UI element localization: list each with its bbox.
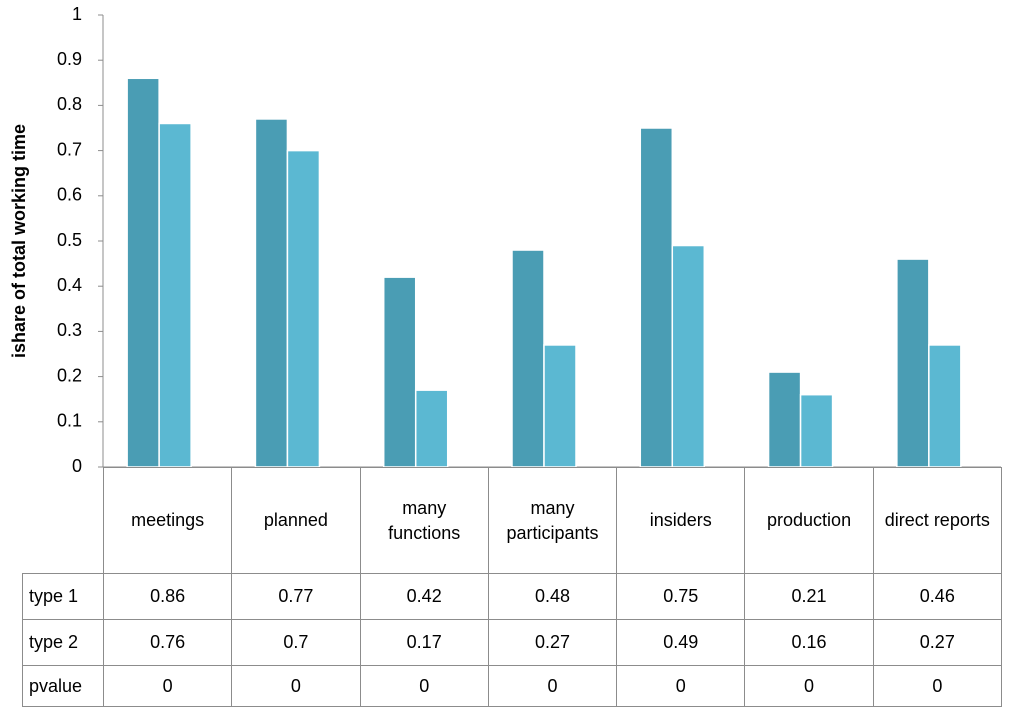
y-tick-label: 0.5 bbox=[57, 230, 82, 250]
row-label: type 1 bbox=[22, 573, 104, 620]
table-value: 0 bbox=[744, 665, 874, 707]
category-label: insiders bbox=[616, 467, 746, 574]
table-value: 0.21 bbox=[744, 573, 874, 620]
table-value: 0.75 bbox=[616, 573, 746, 620]
bar bbox=[928, 344, 962, 468]
bar bbox=[286, 149, 321, 468]
table-value: 0 bbox=[487, 665, 618, 707]
category-label: many participants bbox=[487, 467, 618, 574]
y-tick-label: 0.9 bbox=[57, 49, 82, 69]
y-tick-label: 0.2 bbox=[57, 365, 82, 385]
table-value: 0 bbox=[872, 665, 1002, 707]
bar bbox=[896, 258, 930, 468]
y-axis-title: ishare of total working time bbox=[9, 124, 29, 358]
category-label: many functions bbox=[359, 467, 489, 574]
table-value: 0.49 bbox=[616, 619, 746, 666]
data-table: meetings planned many functions many partic… bbox=[22, 467, 1002, 707]
bar bbox=[126, 77, 160, 468]
table-value: 0.27 bbox=[872, 619, 1002, 666]
category-label: production bbox=[744, 467, 874, 574]
bar bbox=[382, 276, 417, 468]
y-tick-label: 0.1 bbox=[57, 411, 82, 431]
table-value: 0 bbox=[616, 665, 746, 707]
y-tick-label: 0 bbox=[72, 456, 82, 476]
y-tick-label: 0.4 bbox=[57, 275, 82, 295]
table-value: 0.46 bbox=[872, 573, 1002, 620]
bar bbox=[639, 127, 674, 468]
table-value: 0.42 bbox=[359, 573, 489, 620]
y-tick-label: 0.7 bbox=[57, 139, 82, 159]
table-value: 0.48 bbox=[487, 573, 618, 620]
table-corner bbox=[22, 467, 104, 574]
row-label: pvalue bbox=[22, 665, 104, 707]
bar bbox=[414, 389, 449, 468]
table-value: 0 bbox=[102, 665, 233, 707]
table-value: 0.27 bbox=[487, 619, 618, 666]
table-value: 0.77 bbox=[231, 573, 361, 620]
y-tick-label: 0.8 bbox=[57, 94, 82, 114]
table-value: 0.7 bbox=[231, 619, 361, 666]
bar bbox=[254, 118, 289, 468]
bar bbox=[671, 244, 706, 468]
bar bbox=[799, 393, 834, 468]
bar bbox=[511, 249, 545, 468]
row-label: type 2 bbox=[22, 619, 104, 666]
bar bbox=[543, 344, 577, 468]
table-value: 0.17 bbox=[359, 619, 489, 666]
y-tick-label: 0.3 bbox=[57, 320, 82, 340]
table-value: 0.86 bbox=[102, 573, 233, 620]
category-label: direct reports bbox=[872, 467, 1002, 574]
y-tick-label: 0.6 bbox=[57, 185, 82, 205]
table-value: 0 bbox=[231, 665, 361, 707]
bar bbox=[767, 371, 802, 468]
category-label: meetings bbox=[102, 467, 233, 574]
table-value: 0.16 bbox=[744, 619, 874, 666]
table-value: 0.76 bbox=[102, 619, 233, 666]
bar bbox=[158, 122, 192, 468]
y-tick-label: 1 bbox=[72, 4, 82, 24]
category-label: planned bbox=[231, 467, 361, 574]
table-value: 0 bbox=[359, 665, 489, 707]
